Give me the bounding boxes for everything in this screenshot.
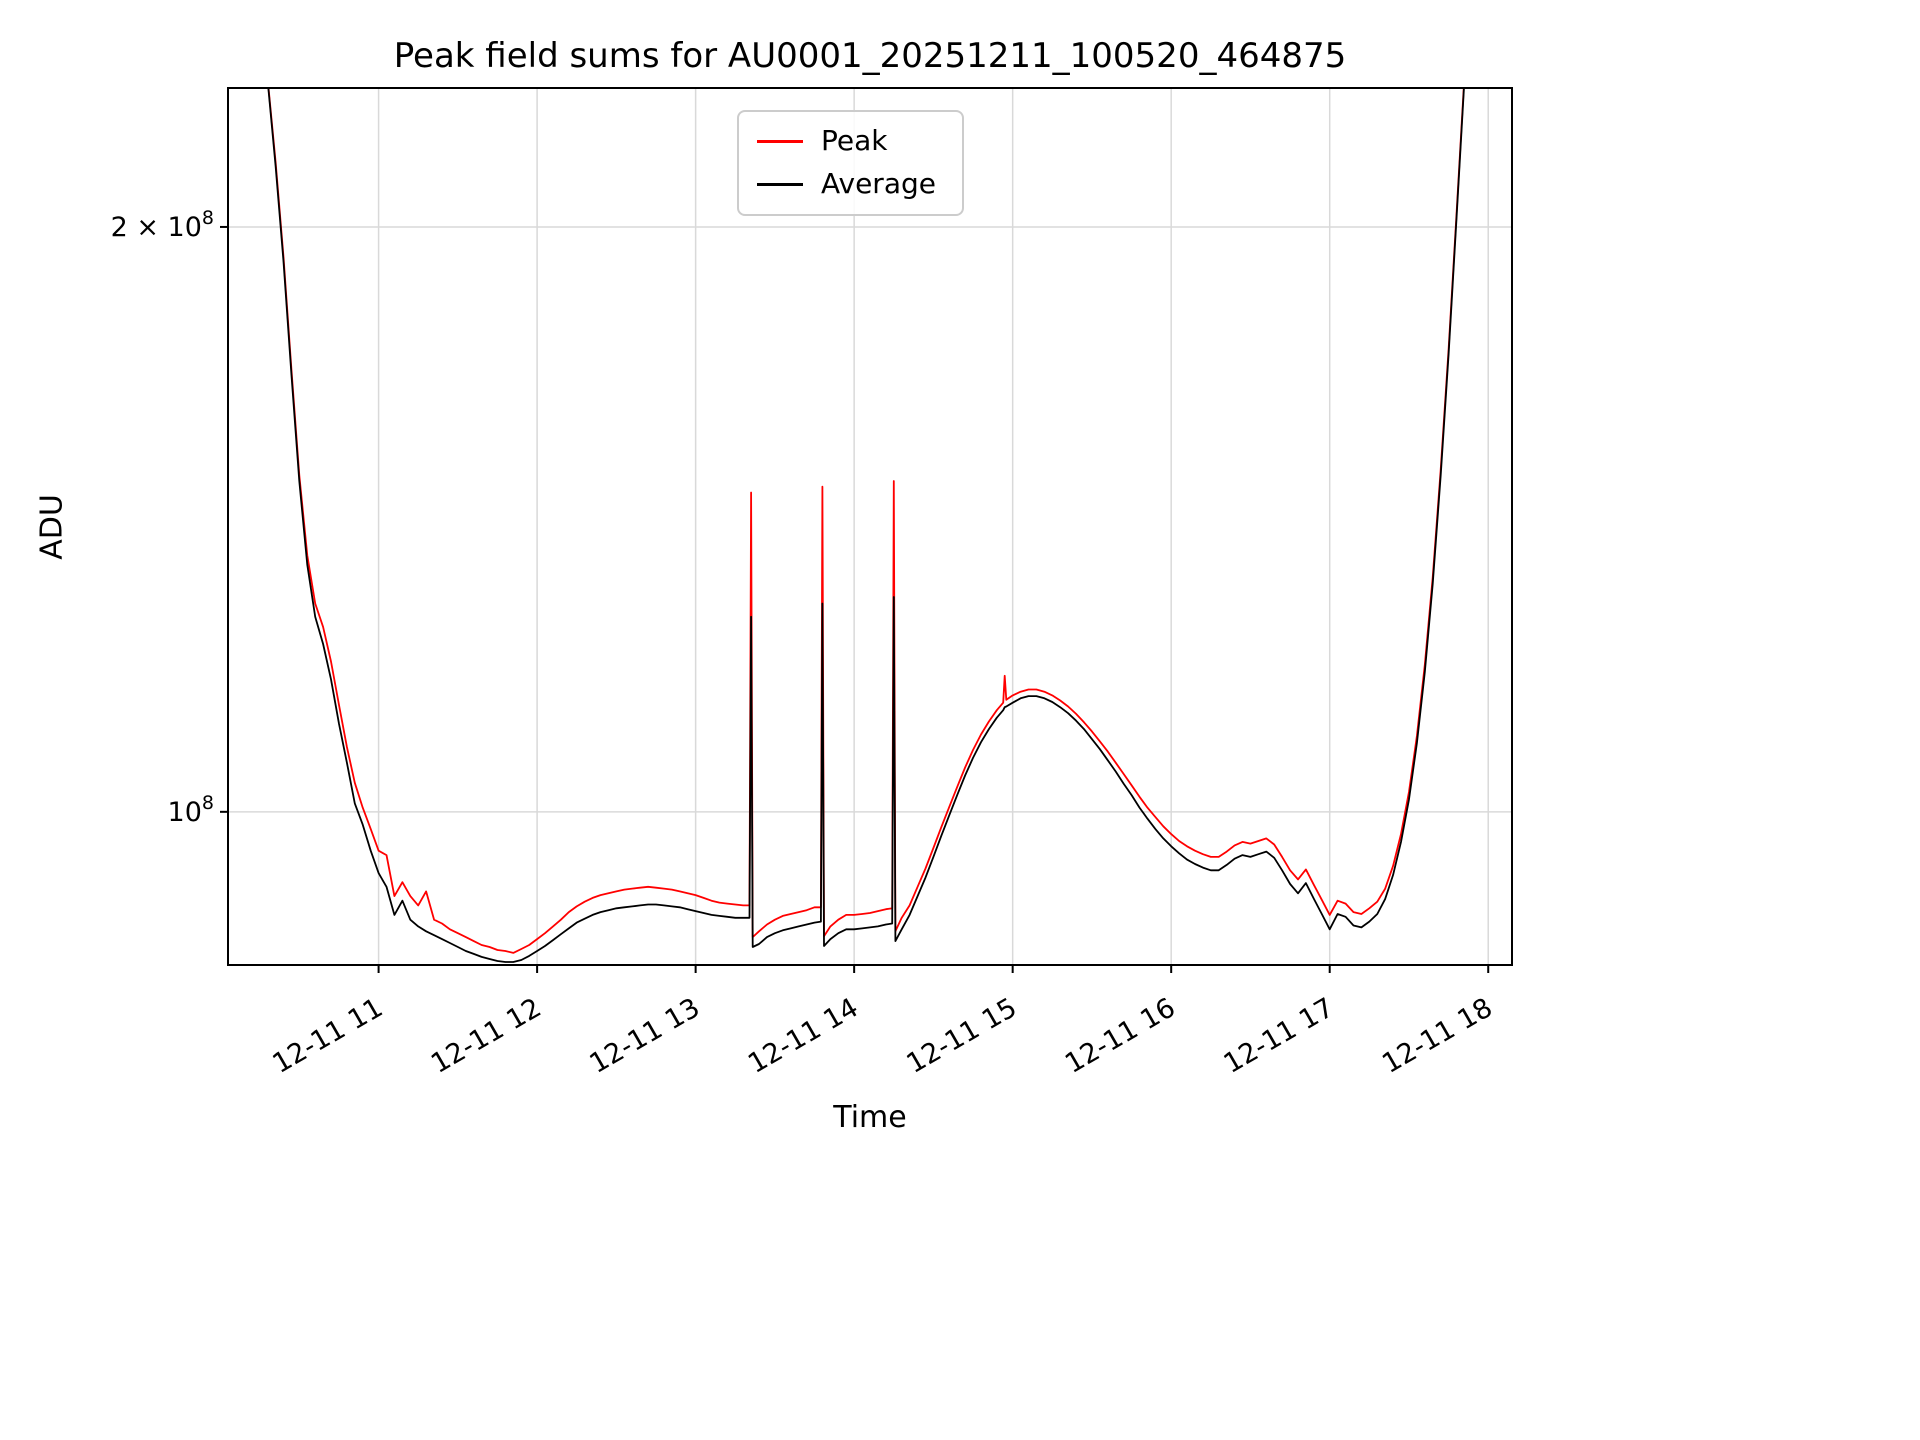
legend-label-average: Average [821,166,936,200]
y-tick-label: 2 × 108 [111,207,214,243]
x-axis-label: Time [833,1100,907,1135]
x-tick-label: 12-11 17 [1219,992,1340,1080]
legend-entry-average: Average [757,166,936,200]
legend: Peak Average [737,110,964,216]
average-line-icon [757,182,803,186]
x-tick-labels: 12-11 11 12-11 12 12-11 13 12-11 14 12-11 15… [267,992,1497,1080]
x-tick-label: 12-11 16 [1060,992,1181,1080]
x-tick-label: 12-11 15 [902,992,1023,1080]
y-tick-label: 108 [168,792,214,828]
x-tick-label: 12-11 18 [1377,992,1498,1080]
chart-title: Peak field sums for AU0001_20251211_1005… [393,36,1347,76]
tick-marks [220,225,1490,973]
x-tick-label: 12-11 13 [584,992,705,1080]
series-lines [267,88,1465,963]
average-series-line [267,88,1465,963]
plot-border [227,87,1513,966]
legend-label-peak: Peak [821,124,888,157]
legend-entry-peak: Peak [757,124,936,157]
x-tick-label: 12-11 14 [743,992,864,1080]
grid-lines [228,88,1512,965]
x-tick-label: 12-11 12 [426,992,547,1080]
y-tick-labels: 108 2 × 108 [111,207,214,828]
peak-series-line [267,88,1465,954]
x-tick-label: 12-11 11 [267,992,388,1080]
peak-line-icon [757,139,803,143]
y-axis-label: ADU [34,494,70,560]
